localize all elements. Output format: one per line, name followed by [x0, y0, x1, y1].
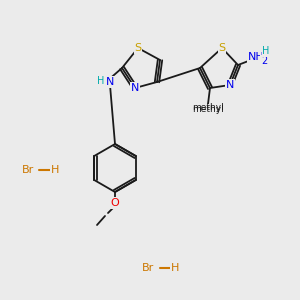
Text: methyl: methyl: [192, 103, 224, 112]
Text: S: S: [218, 43, 226, 53]
Text: Br: Br: [22, 165, 34, 175]
Text: N: N: [131, 83, 139, 93]
Text: 2: 2: [261, 56, 267, 66]
Text: H: H: [171, 263, 179, 273]
Text: Br: Br: [142, 263, 154, 273]
Text: O: O: [111, 198, 119, 208]
Text: H: H: [51, 165, 59, 175]
Text: N: N: [226, 80, 234, 90]
Text: H: H: [97, 76, 105, 86]
Text: S: S: [134, 43, 142, 53]
Text: N: N: [106, 77, 114, 87]
Text: NH: NH: [248, 52, 264, 62]
Text: methyl: methyl: [192, 104, 224, 113]
Text: H: H: [262, 46, 270, 56]
